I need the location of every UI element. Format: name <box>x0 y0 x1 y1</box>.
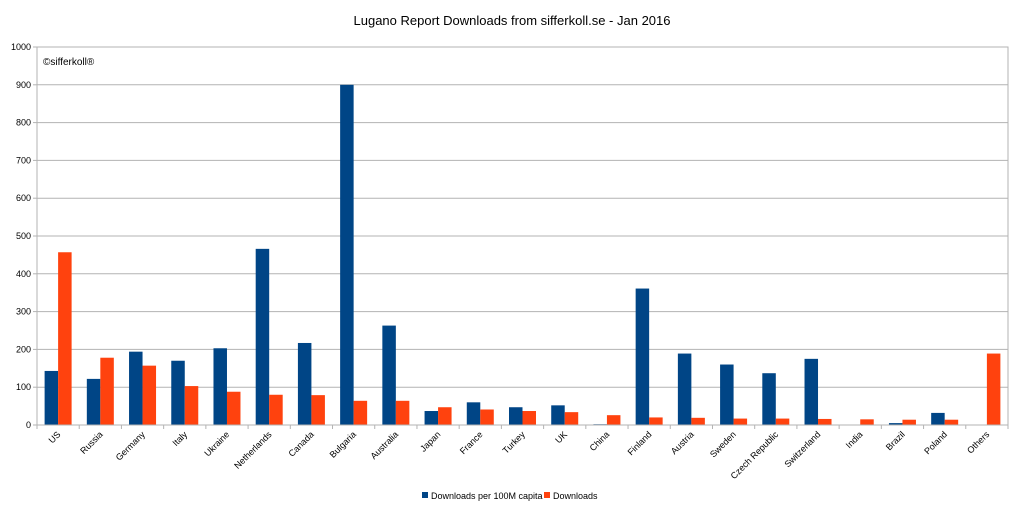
bar-downloads <box>269 394 283 425</box>
y-tick-label: 200 <box>16 344 31 354</box>
bar-downloads <box>395 400 410 425</box>
bar-per-capita <box>340 84 354 426</box>
legend: Downloads per 100M capita Downloads <box>422 491 598 501</box>
x-category-label: Others <box>965 429 992 456</box>
bar-downloads <box>818 418 832 425</box>
legend-swatch <box>422 492 428 498</box>
y-tick-label: 400 <box>16 269 31 279</box>
bar-downloads <box>353 400 368 425</box>
bar-per-capita <box>129 351 143 425</box>
x-category-label: Russia <box>78 429 105 456</box>
x-axis-labels: US Russia Germany Italy Ukraine Netherlands Ca… <box>36 425 1009 481</box>
bar-per-capita <box>466 402 481 425</box>
x-category-label: Switzerland <box>782 429 822 469</box>
legend-swatch <box>544 492 550 498</box>
bar-downloads <box>733 418 748 425</box>
legend-label: Downloads per 100M capita <box>431 491 543 501</box>
y-tick-label: 300 <box>16 307 31 317</box>
bar-per-capita <box>255 248 270 425</box>
bar-per-capita <box>382 325 396 425</box>
bar-downloads <box>944 419 959 425</box>
bar-downloads <box>480 409 494 425</box>
y-tick-label: 700 <box>16 155 31 165</box>
x-category-label: India <box>844 429 865 450</box>
bar-downloads <box>606 415 621 425</box>
x-category-label: Japan <box>418 429 442 453</box>
y-tick-label: 500 <box>16 231 31 241</box>
x-category-label: Brazil <box>884 429 907 452</box>
bars <box>44 84 1001 426</box>
bar-per-capita <box>424 411 439 425</box>
bar-downloads <box>100 357 114 425</box>
x-category-label: US <box>47 429 63 445</box>
bar-downloads <box>142 365 157 425</box>
x-category-label: Germany <box>114 429 148 463</box>
bar-downloads <box>184 386 199 425</box>
bar-downloads <box>438 407 452 425</box>
grid-lines <box>33 46 1008 426</box>
bar-downloads <box>986 353 1001 425</box>
bar-per-capita <box>804 358 819 425</box>
plot-frame <box>36 46 1009 426</box>
bar-per-capita <box>931 412 945 425</box>
x-category-label: Finland <box>626 429 654 457</box>
x-category-label: China <box>588 429 612 453</box>
bar-per-capita <box>171 360 185 425</box>
bar-per-capita <box>297 342 312 425</box>
x-category-label: France <box>458 429 485 456</box>
bar-downloads <box>522 411 536 425</box>
x-category-label: Italy <box>170 429 189 448</box>
bar-per-capita <box>551 405 565 425</box>
bar-downloads <box>649 417 663 425</box>
x-category-label: Canada <box>286 429 315 458</box>
bar-downloads <box>775 418 790 425</box>
y-tick-label: 900 <box>16 80 31 90</box>
bar-per-capita <box>888 423 903 425</box>
y-tick-label: 600 <box>16 193 31 203</box>
x-category-label: Australia <box>368 429 400 461</box>
x-category-label: Ukraine <box>202 429 231 458</box>
watermark-text: ©sifferkoll® <box>43 57 95 68</box>
bar-downloads <box>691 417 705 425</box>
x-category-label: Austria <box>669 429 696 456</box>
y-tick-label: 100 <box>16 382 31 392</box>
x-category-label: Turkey <box>501 429 528 456</box>
bar-per-capita <box>762 373 776 425</box>
x-category-label: Poland <box>922 429 949 456</box>
bar-downloads <box>564 412 579 425</box>
x-category-label: UK <box>553 429 569 445</box>
bar-per-capita <box>635 288 650 425</box>
bar-downloads <box>226 391 241 425</box>
bar-per-capita <box>677 353 692 425</box>
bar-downloads <box>311 395 325 425</box>
bar-downloads <box>902 419 916 425</box>
bar-per-capita <box>213 348 227 425</box>
bar-per-capita <box>44 370 59 425</box>
chart-title: Lugano Report Downloads from sifferkoll.… <box>354 13 671 28</box>
y-tick-label: 0 <box>26 420 31 430</box>
y-axis-ticks: 0 100 200 300 400 500 600 700 800 900 1000 <box>11 42 31 430</box>
x-category-label: Sweden <box>708 429 738 459</box>
bar-per-capita <box>509 407 523 425</box>
bar-downloads <box>58 252 72 425</box>
bar-per-capita <box>720 364 734 425</box>
y-tick-label: 1000 <box>11 42 31 52</box>
bar-downloads <box>860 419 874 425</box>
legend-label: Downloads <box>553 491 598 501</box>
bar-per-capita <box>86 378 101 425</box>
x-category-label: Netherlands <box>232 429 274 471</box>
y-tick-label: 800 <box>16 118 31 128</box>
x-category-label: Bulgaria <box>328 429 358 459</box>
